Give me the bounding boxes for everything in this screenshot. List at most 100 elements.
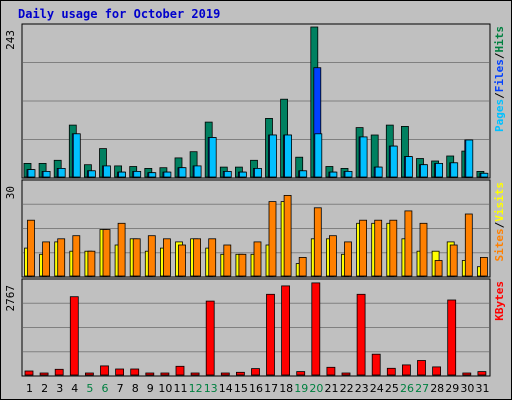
bar-sites-day-11	[178, 244, 186, 277]
x-tick-label-day-28: 28	[430, 382, 444, 395]
bar-kbytes-day-1	[24, 370, 34, 376]
bar-kbytes-day-6	[100, 365, 109, 376]
legend-entry: /	[493, 92, 506, 99]
bar-kbytes-day-15	[235, 371, 245, 376]
bar-kbytes-day-12	[190, 372, 200, 376]
bar-sites-day-10	[162, 238, 171, 277]
bar-kbytes-day-25	[386, 367, 396, 376]
bar-kbytes-day-4	[69, 296, 79, 376]
bar-kbytes-day-19	[296, 371, 306, 376]
bar-kbytes-day-26	[401, 364, 411, 376]
bar-sites-day-27	[419, 222, 428, 277]
x-tick-label-day-31: 31	[476, 382, 490, 395]
bar-sites-day-4	[72, 235, 81, 277]
bar-sites-day-2	[42, 241, 50, 277]
bar-kbytes-day-23	[356, 293, 366, 376]
bar-pages-day-17	[269, 134, 277, 178]
y-axis-max-label: 30	[4, 186, 17, 199]
bar-kbytes-day-28	[432, 366, 442, 376]
bar-sites-day-16	[253, 241, 262, 277]
legend-kbytes: KBytes	[493, 281, 506, 321]
x-tick-label-day-13: 13	[204, 382, 218, 395]
x-tick-label-day-29: 29	[445, 382, 459, 395]
bar-sites-day-5	[87, 250, 96, 277]
bar-kbytes-day-13	[205, 300, 215, 376]
bar-sites-day-30	[464, 213, 473, 277]
bar-kbytes-day-22	[341, 372, 351, 376]
bar-sites-day-9	[147, 235, 156, 277]
bar-sites-day-22	[344, 241, 352, 277]
x-tick-label-day-7: 7	[117, 382, 124, 395]
bar-pages-day-5	[88, 170, 96, 178]
chart-title: Daily usage for October 2019	[18, 7, 221, 21]
bar-sites-day-28	[434, 260, 443, 277]
bar-sites-day-20	[313, 207, 322, 277]
bar-sites-day-17	[268, 201, 277, 277]
bar-pages-day-14	[223, 170, 232, 178]
bar-sites-day-18	[283, 194, 292, 277]
legend-sites-visits: Sites/Visits	[493, 182, 506, 262]
legend-pages-files-hits: Pages/Files/Hits	[493, 26, 506, 132]
bar-pages-day-29	[450, 162, 459, 178]
bar-pages-day-24	[374, 166, 383, 178]
x-tick-label-day-4: 4	[71, 382, 78, 395]
bar-kbytes-day-17	[266, 293, 275, 376]
x-tick-label-day-19: 19	[294, 382, 308, 395]
bar-sites-day-31	[479, 256, 488, 277]
x-tick-label-day-23: 23	[355, 382, 369, 395]
bar-kbytes-day-9	[145, 372, 155, 376]
bar-kbytes-day-31	[477, 371, 487, 376]
legend-entry: /	[493, 52, 506, 59]
bar-kbytes-day-16	[251, 368, 260, 376]
legend-entry: /	[493, 221, 506, 228]
bar-sites-day-8	[132, 238, 141, 277]
y-axis-max-label: 243	[4, 30, 17, 50]
x-tick-label-day-11: 11	[174, 382, 188, 395]
bar-sites-day-7	[117, 222, 126, 277]
bar-kbytes-day-7	[115, 368, 124, 376]
bar-pages-day-2	[42, 170, 51, 178]
x-tick-label-day-5: 5	[86, 382, 93, 395]
bar-pages-day-8	[133, 170, 142, 178]
bar-pages-day-7	[118, 171, 126, 178]
bar-pages-day-31	[480, 172, 489, 178]
bar-pages-day-15	[238, 171, 247, 178]
x-tick-label-day-27: 27	[415, 382, 429, 395]
legend-entry: Hits	[493, 26, 506, 53]
bar-kbytes-day-8	[130, 368, 140, 376]
bar-pages-day-25	[389, 145, 398, 178]
bar-pages-day-18	[284, 134, 293, 178]
bar-pages-day-13	[208, 137, 217, 178]
bar-sites-day-21	[328, 235, 337, 277]
bar-sites-day-14	[223, 244, 232, 277]
bar-pages-day-22	[344, 170, 353, 178]
bar-sites-day-15	[238, 253, 247, 277]
bar-sites-day-24	[374, 219, 383, 277]
bar-kbytes-day-29	[447, 299, 457, 376]
bar-sites-day-12	[193, 238, 202, 277]
bar-kbytes-day-10	[160, 372, 170, 376]
bar-kbytes-day-14	[220, 372, 230, 376]
x-tick-label-day-18: 18	[279, 382, 293, 395]
x-tick-label-day-20: 20	[309, 382, 323, 395]
x-tick-label-day-6: 6	[102, 382, 109, 395]
x-tick-label-day-30: 30	[460, 382, 474, 395]
bar-pages-day-3	[57, 167, 66, 178]
bar-kbytes-day-30	[462, 372, 472, 376]
bar-kbytes-day-3	[54, 368, 64, 376]
x-tick-label-day-17: 17	[264, 382, 278, 395]
bar-kbytes-day-27	[417, 360, 426, 376]
bar-sites-day-6	[102, 229, 111, 277]
x-tick-label-day-26: 26	[400, 382, 414, 395]
x-tick-label-day-21: 21	[325, 382, 339, 395]
bar-sites-day-3	[57, 238, 66, 277]
x-tick-label-day-15: 15	[234, 382, 248, 395]
bar-pages-day-12	[193, 165, 202, 178]
bar-pages-day-16	[254, 167, 262, 178]
bar-sites-day-19	[298, 256, 307, 277]
bar-pages-day-1	[27, 169, 36, 178]
legend-entry: Pages	[493, 99, 506, 132]
legend-entry: Files	[493, 59, 506, 92]
bar-sites-day-26	[404, 210, 413, 277]
